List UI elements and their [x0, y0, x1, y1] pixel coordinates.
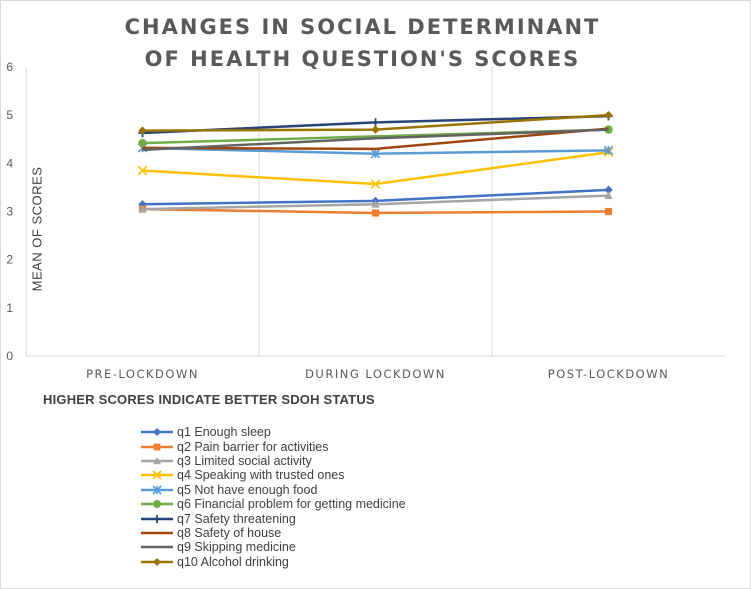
legend-swatch-icon [141, 546, 173, 549]
legend-marker [153, 456, 161, 465]
series-9 [142, 128, 609, 152]
data-point [138, 126, 147, 135]
legend-item: q8 Safety of house [139, 526, 499, 540]
legend-swatch-icon [141, 500, 173, 509]
data-point [603, 145, 614, 156]
legend-swatch-icon [141, 443, 173, 450]
legend-item: q1 Enough sleep [139, 425, 499, 439]
data-point [138, 204, 147, 213]
data-point [371, 118, 380, 127]
legend-swatch-icon [141, 531, 173, 535]
legend-label: q2 Pain barrier for activities [177, 439, 329, 454]
series-line [142, 128, 609, 152]
y-tick-label: 6 [6, 60, 13, 74]
x-tick-label: POST-LOCKDOWN [548, 367, 669, 381]
data-point [604, 191, 613, 199]
x-tick-label: DURING LOCKDOWN [305, 367, 446, 381]
y-tick-label: 3 [6, 205, 13, 219]
legend-swatch-icon [141, 470, 173, 480]
data-point [604, 207, 613, 216]
legend-label: q4 Speaking with trusted ones [177, 468, 345, 483]
data-point [371, 125, 380, 134]
data-point [604, 110, 613, 120]
legend-item: q7 Safety threatening [139, 511, 499, 526]
legend: q1 Enough sleep q2 Pain barrier for activ… [139, 425, 499, 569]
data-point [138, 200, 147, 209]
legend-label: q1 Enough sleep [177, 425, 271, 440]
legend-label: q6 Financial problem for getting medicin… [177, 497, 406, 512]
data-point [370, 179, 381, 189]
legend-swatch-icon [141, 428, 173, 437]
legend-item: q6 Financial problem for getting medicin… [139, 497, 499, 511]
series-10 [138, 110, 613, 135]
data-point [137, 165, 148, 176]
legend-label: q5 Not have enough food [177, 482, 318, 497]
legend-label: q7 Safety threatening [177, 511, 296, 526]
chart-title-line-2: OF HEALTH QUESTION'S SCORES [144, 47, 581, 71]
y-tick-label: 4 [6, 156, 13, 170]
legend-swatch-icon [141, 485, 173, 495]
legend-label: q8 Safety of house [177, 525, 282, 540]
data-point [371, 209, 380, 217]
chart-note: HIGHER SCORES INDICATE BETTER SDOH STATU… [43, 392, 375, 407]
legend-item: q5 Not have enough food [139, 483, 499, 497]
y-tick-label: 2 [6, 253, 13, 267]
legend-swatch-icon [141, 456, 173, 465]
y-tick-label: 1 [6, 301, 13, 315]
legend-marker [152, 470, 162, 480]
legend-marker [153, 443, 161, 450]
y-tick-label: 5 [6, 108, 13, 122]
legend-marker [153, 428, 161, 437]
series-8 [142, 127, 609, 151]
legend-swatch-icon [141, 514, 173, 523]
data-point [604, 185, 613, 195]
legend-marker [153, 557, 161, 566]
data-point [371, 200, 380, 208]
series-3 [138, 191, 613, 213]
legend-marker [153, 500, 161, 509]
legend-label: q9 Skipping medicine [177, 540, 296, 555]
legend-marker [153, 514, 161, 523]
x-tick-label: PRE-LOCKDOWN [86, 367, 199, 381]
legend-label: q3 Limited social activity [177, 453, 312, 468]
y-tick-label: 0 [6, 349, 13, 363]
legend-marker [152, 485, 162, 495]
legend-item: q10 Alcohol drinking [139, 555, 499, 569]
data-point [370, 148, 381, 159]
legend-item: q2 Pain barrier for activities [139, 439, 499, 454]
series-line [142, 127, 609, 151]
legend-item: q4 Speaking with trusted ones [139, 468, 499, 482]
legend-label: q10 Alcohol drinking [177, 554, 289, 569]
series-4 [137, 147, 614, 189]
legend-item: q9 Skipping medicine [139, 540, 499, 554]
legend-item: q3 Limited social activity [139, 454, 499, 468]
legend-swatch-icon [141, 557, 173, 566]
data-point [138, 138, 147, 148]
chart-title-line-1: CHANGES IN SOCIAL DETERMINANT [124, 15, 601, 39]
